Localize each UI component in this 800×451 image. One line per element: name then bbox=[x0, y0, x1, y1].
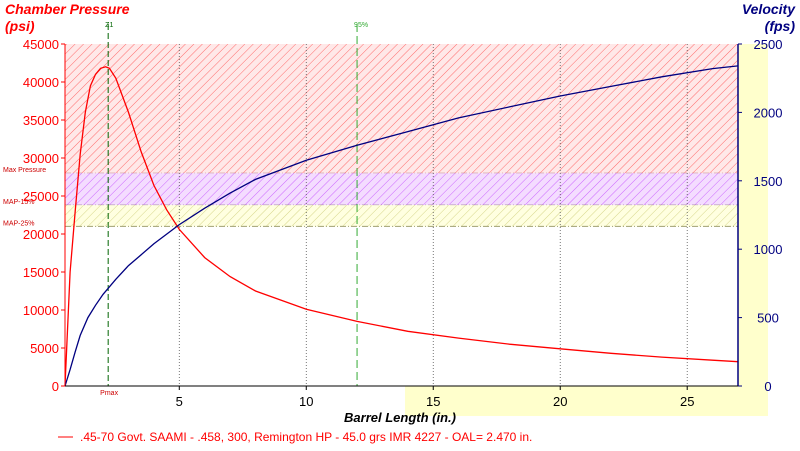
left-tick-label: 10000 bbox=[23, 303, 59, 318]
left-tick-label: 25000 bbox=[23, 189, 59, 204]
z1-marker-label: Z1 bbox=[105, 22, 113, 29]
left-tick-label: 40000 bbox=[23, 75, 59, 90]
right-tick-label: 2000 bbox=[754, 105, 783, 120]
left-tick-label: 15000 bbox=[23, 265, 59, 280]
velocity-series-line bbox=[64, 65, 739, 387]
map-15-band-label: MAP-15% bbox=[3, 199, 35, 206]
map-15-band bbox=[65, 173, 738, 206]
grid-layer bbox=[178, 44, 688, 386]
left-tick-label: 35000 bbox=[23, 113, 59, 128]
series-layer bbox=[64, 65, 739, 387]
right-tick-label: 500 bbox=[757, 311, 779, 326]
95-percent-marker-label: 95% bbox=[354, 22, 368, 29]
pmax-label: Pmax bbox=[100, 390, 118, 397]
right-axis-title-line2: (fps) bbox=[765, 18, 796, 34]
left-axis-title-line2: (psi) bbox=[5, 18, 35, 34]
right-tick-label: 2500 bbox=[754, 37, 783, 52]
x-axis-title: Barrel Length (in.) bbox=[344, 410, 456, 425]
left-tick-label: 20000 bbox=[23, 227, 59, 242]
bands-layer: Max Pressure MAP-15% MAP-25% bbox=[3, 44, 738, 227]
right-tick-label: 1000 bbox=[754, 242, 783, 257]
map-25-band-label: MAP-25% bbox=[3, 220, 35, 227]
pressure-series-line bbox=[64, 66, 739, 387]
max-pressure-band-label: Max Pressure bbox=[3, 167, 46, 174]
right-axis-title-line1: Velocity bbox=[742, 1, 796, 17]
marker-layer: Z1 95% Pmax bbox=[100, 22, 368, 397]
x-axis-panel bbox=[405, 386, 768, 416]
max-pressure-band bbox=[65, 44, 738, 174]
x-tick-label: 25 bbox=[680, 394, 694, 409]
x-tick-label: 20 bbox=[553, 394, 567, 409]
right-tick-label: 0 bbox=[764, 379, 771, 394]
right-axis-panel bbox=[738, 44, 768, 386]
left-tick-label: 0 bbox=[52, 379, 59, 394]
x-tick-label: 10 bbox=[299, 394, 313, 409]
left-tick-label: 5000 bbox=[30, 341, 59, 356]
left-tick-label: 30000 bbox=[23, 151, 59, 166]
ticks-layer: 0500010000150002000025000300003500040000… bbox=[23, 37, 783, 409]
map-25-band bbox=[65, 205, 738, 227]
x-tick-label: 5 bbox=[176, 394, 183, 409]
x-tick-label: 15 bbox=[426, 394, 440, 409]
left-axis-title-line1: Chamber Pressure bbox=[5, 1, 130, 17]
left-tick-label: 45000 bbox=[23, 37, 59, 52]
legend-label: .45-70 Govt. SAAMI - .458, 300, Remingto… bbox=[80, 430, 532, 444]
right-tick-label: 1500 bbox=[754, 174, 783, 189]
